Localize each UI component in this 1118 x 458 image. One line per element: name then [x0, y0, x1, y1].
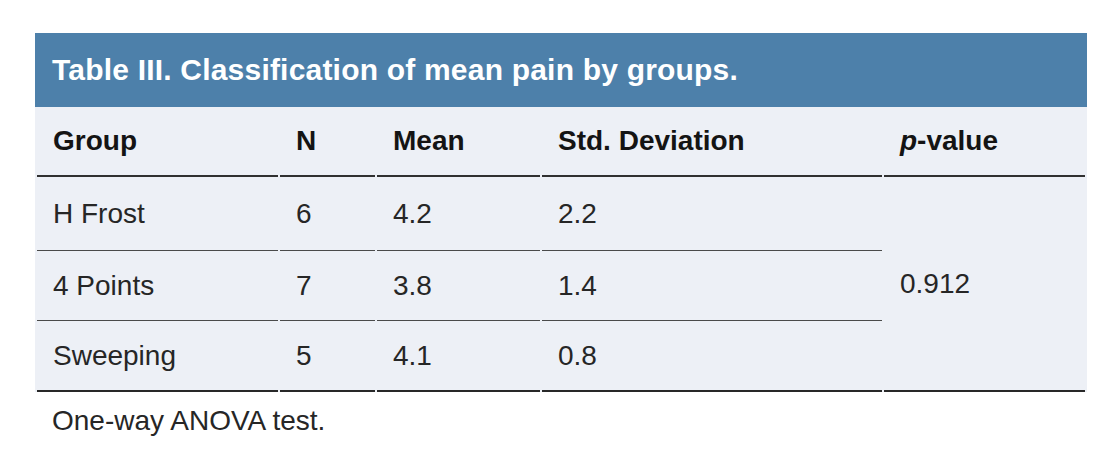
column-header-mean: Mean	[377, 107, 540, 177]
table-header-row: Group N Mean Std. Deviation p-value	[37, 107, 1085, 177]
cell-n-sweeping: 5	[280, 321, 375, 392]
cell-mean-4-points: 3.8	[377, 251, 540, 321]
cell-group-4-points: 4 Points	[37, 251, 278, 321]
cell-std-h-frost: 2.2	[542, 177, 882, 251]
column-header-std-deviation: Std. Deviation	[542, 107, 882, 177]
p-value-suffix: -value	[917, 125, 998, 156]
column-header-p-value: p-value	[884, 107, 1085, 177]
column-header-group: Group	[37, 107, 278, 177]
table-title: Table III. Classification of mean pain b…	[52, 53, 738, 87]
cell-mean-sweeping: 4.1	[377, 321, 540, 392]
data-table: Group N Mean Std. Deviation p-value H Fr…	[35, 107, 1087, 392]
cell-group-h-frost: H Frost	[37, 177, 278, 251]
cell-mean-h-frost: 4.2	[377, 177, 540, 251]
cell-std-sweeping: 0.8	[542, 321, 882, 392]
table-row-h-frost: H Frost 6 4.2 2.2 0.912	[37, 177, 1085, 251]
cell-n-4-points: 7	[280, 251, 375, 321]
table-title-bar: Table III. Classification of mean pain b…	[35, 33, 1087, 107]
p-value-italic-p: p	[900, 125, 917, 156]
cell-p-value-merged: 0.912	[884, 177, 1085, 392]
column-header-n: N	[280, 107, 375, 177]
table-figure: Table III. Classification of mean pain b…	[35, 33, 1087, 437]
cell-n-h-frost: 6	[280, 177, 375, 251]
cell-group-sweeping: Sweeping	[37, 321, 278, 392]
table-footnote: One-way ANOVA test.	[35, 405, 1087, 437]
cell-std-4-points: 1.4	[542, 251, 882, 321]
